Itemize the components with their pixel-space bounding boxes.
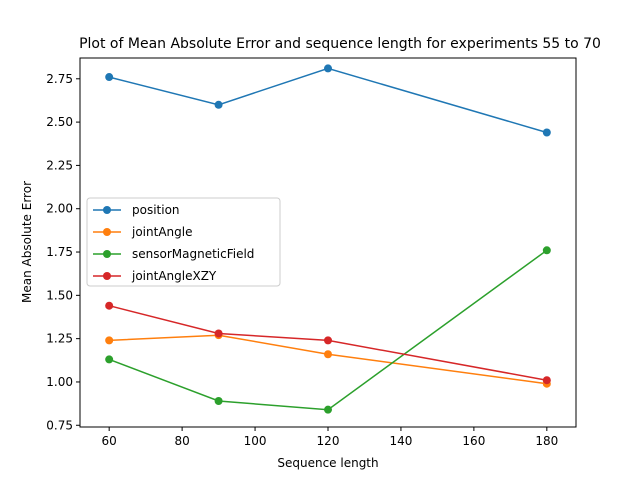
chart-title: Plot of Mean Absolute Error and sequence… — [79, 36, 601, 52]
legend-label-position: position — [132, 203, 180, 217]
legend-marker-jointAngle — [103, 228, 111, 236]
legend-label-sensorMagneticField: sensorMagneticField — [132, 247, 254, 261]
data-point-position — [214, 100, 223, 109]
y-tick-label: 2.50 — [46, 115, 73, 129]
data-point-jointAngle — [105, 336, 114, 345]
y-axis-label: Mean Absolute Error — [20, 181, 34, 303]
x-tick-label: 120 — [317, 434, 340, 448]
data-point-jointAngleXZY — [542, 376, 551, 385]
y-tick-label: 2.00 — [46, 202, 73, 216]
x-tick-label: 60 — [102, 434, 117, 448]
legend-marker-jointAngleXZY — [103, 272, 111, 280]
data-point-jointAngle — [324, 350, 332, 359]
data-point-position — [105, 73, 114, 82]
x-tick-label: 80 — [174, 434, 189, 448]
legend-label-jointAngle: jointAngle — [131, 225, 192, 239]
y-tick-label: 1.00 — [46, 375, 73, 389]
x-tick-label: 140 — [389, 434, 412, 448]
series-line-sensorMagneticField — [108, 249, 548, 411]
y-tick-label: 1.25 — [46, 332, 73, 346]
legend-marker-position — [103, 206, 111, 214]
data-point-sensorMagneticField — [324, 405, 332, 414]
y-tick-label: 2.25 — [46, 158, 73, 172]
y-tick-label: 1.75 — [46, 245, 73, 259]
data-point-jointAngleXZY — [105, 301, 114, 310]
x-tick-label: 180 — [535, 434, 558, 448]
y-tick-label: 0.75 — [46, 418, 73, 432]
x-axis-label: Sequence length — [277, 456, 378, 470]
legend-label-jointAngleXZY: jointAngleXZY — [131, 269, 217, 283]
series-line-jointAngle — [109, 334, 547, 385]
plot-area: 60 80 100 120 140 160 180 0.75 1.00 1.25 1.50 1.75 2… — [46, 57, 577, 448]
series-line-position — [109, 67, 548, 134]
data-point-position — [324, 64, 332, 73]
legend: position jointAngle sensorMagneticField joi… — [86, 197, 281, 287]
data-point-sensorMagneticField — [105, 355, 114, 364]
data-point-position — [542, 128, 551, 137]
series-line-jointAngleXZY — [109, 304, 547, 381]
legend-box — [86, 197, 281, 287]
data-point-jointAngleXZY — [214, 329, 223, 338]
data-point-jointAngleXZY — [324, 336, 332, 345]
data-point-sensorMagneticField — [542, 246, 551, 255]
y-tick-label: 1.50 — [46, 288, 73, 302]
x-tick-label: 160 — [462, 434, 485, 448]
data-point-sensorMagneticField — [214, 397, 223, 406]
legend-marker-sensorMagneticField — [103, 250, 111, 258]
y-tick-label: 2.75 — [46, 72, 73, 86]
x-tick-label: 100 — [244, 434, 267, 448]
